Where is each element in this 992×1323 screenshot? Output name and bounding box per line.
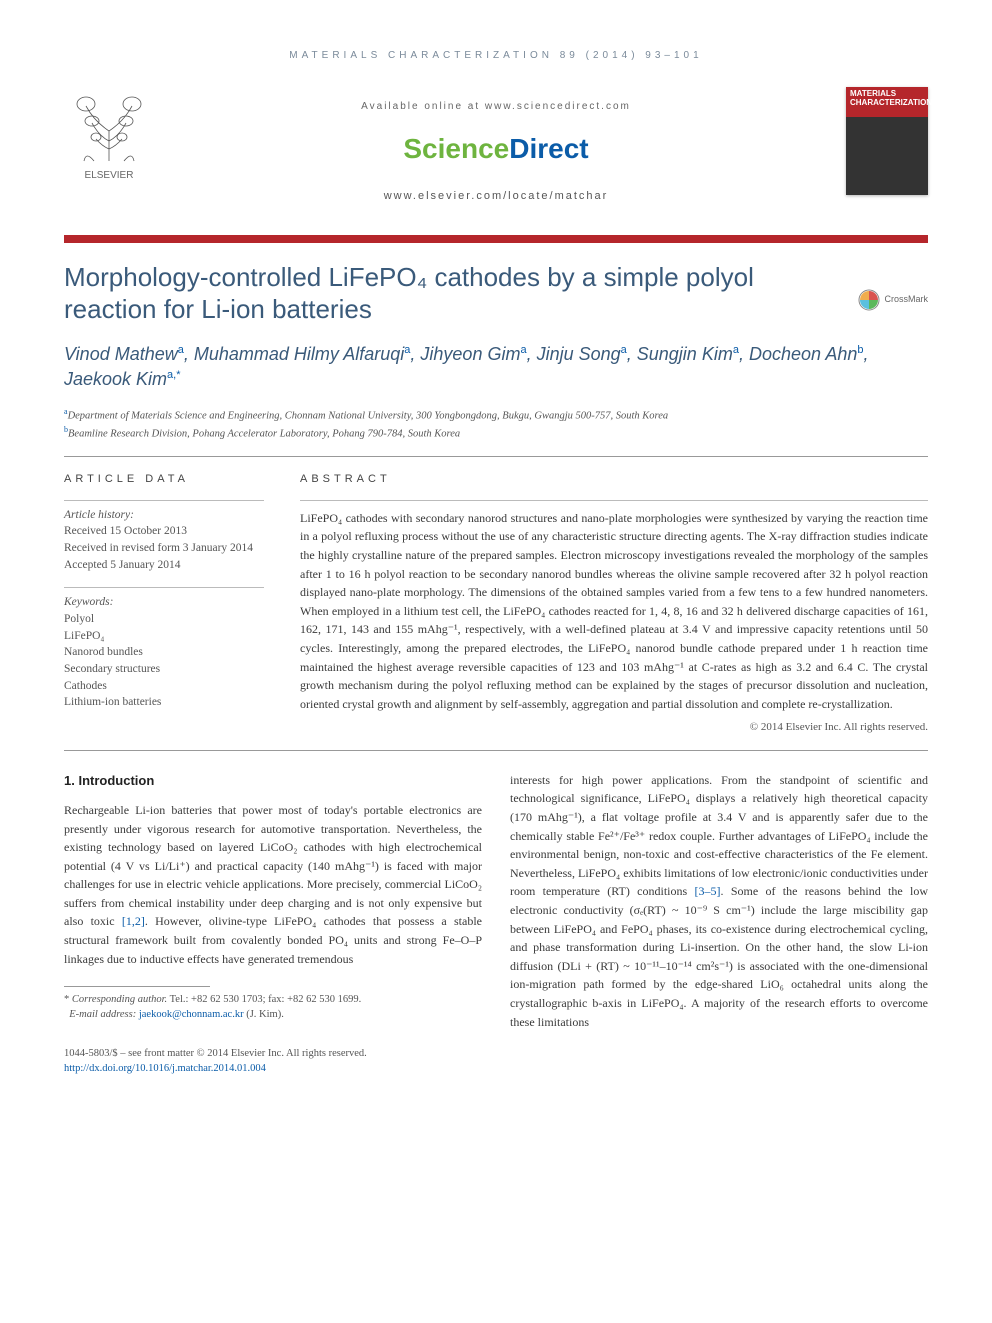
abstract-heading: ABSTRACT [300, 471, 928, 488]
journal-cover-title: MATERIALS CHARACTERIZATION [846, 87, 928, 111]
footer-copyright: 1044-5803/$ – see front matter © 2014 El… [64, 1047, 928, 1062]
author-list: Vinod Mathewa, Muhammad Hilmy Alfaruqia,… [64, 342, 928, 392]
journal-header: ELSEVIER MATERIALS CHARACTERIZATION Avai… [64, 91, 928, 223]
keywords-label: Keywords: [64, 594, 264, 611]
sd-direct: Direct [509, 133, 588, 164]
footnote-rule [64, 986, 210, 987]
history-label: Article history: [64, 507, 264, 524]
intro-para-right: interests for high power applications. F… [510, 771, 928, 1031]
affiliations: aDepartment of Materials Science and Eng… [64, 406, 928, 442]
elsevier-tree-icon [64, 91, 154, 166]
available-online-text: Available online at www.sciencedirect.co… [164, 99, 828, 114]
red-divider-bar [64, 235, 928, 243]
elsevier-label: ELSEVIER [64, 168, 154, 183]
keyword: Polyol [64, 611, 264, 628]
intro-para-left: Rechargeable Li-ion batteries that power… [64, 801, 482, 968]
keyword: Lithium-ion batteries [64, 694, 264, 711]
abstract-copyright: © 2014 Elsevier Inc. All rights reserved… [300, 719, 928, 736]
crossmark-icon [858, 289, 880, 311]
rule-above-abstract [64, 456, 928, 457]
crossmark-badge[interactable]: CrossMark [858, 289, 928, 311]
body-columns: 1. Introduction Rechargeable Li-ion batt… [64, 771, 928, 1031]
corresponding-author-footnote: * Corresponding author. Tel.: +82 62 530… [64, 993, 482, 1022]
keyword: Cathodes [64, 678, 264, 695]
abstract-column: ABSTRACT LiFePO₄ cathodes with secondary… [300, 471, 928, 736]
footnote-email-who: (J. Kim). [246, 1009, 284, 1020]
article-data-column: ARTICLE DATA Article history: Received 1… [64, 471, 264, 736]
journal-url[interactable]: www.elsevier.com/locate/matchar [164, 188, 828, 205]
article-data-heading: ARTICLE DATA [64, 471, 264, 488]
body-col-left: 1. Introduction Rechargeable Li-ion batt… [64, 771, 482, 1031]
footer-meta: 1044-5803/$ – see front matter © 2014 El… [64, 1047, 928, 1076]
sd-science: Science [403, 133, 509, 164]
footnote-tel: Tel.: +82 62 530 1703; fax: +82 62 530 1… [170, 994, 362, 1005]
keyword: LiFePO₄ [64, 628, 264, 645]
footnote-mark: * [64, 994, 69, 1005]
running-head: MATERIALS CHARACTERIZATION 89 (2014) 93–… [64, 48, 928, 63]
body-col-right: interests for high power applications. F… [510, 771, 928, 1031]
ref-link-1-2[interactable]: [1,2] [122, 914, 145, 928]
rule-below-abstract [64, 750, 928, 751]
corresponding-email-link[interactable]: jaekook@chonnam.ac.kr [139, 1009, 244, 1020]
history-line: Accepted 5 January 2014 [64, 557, 264, 574]
elsevier-logo: ELSEVIER [64, 91, 154, 191]
history-line: Received in revised form 3 January 2014 [64, 540, 264, 557]
section-1-heading: 1. Introduction [64, 771, 482, 791]
sciencedirect-logo[interactable]: ScienceDirect [164, 128, 828, 170]
abstract-text: LiFePO₄ cathodes with secondary nanorod … [300, 509, 928, 714]
ref-link-3-5[interactable]: [3–5] [695, 884, 721, 898]
article-history-block: Article history: Received 15 October 201… [64, 500, 264, 574]
keyword: Nanorod bundles [64, 644, 264, 661]
history-line: Received 15 October 2013 [64, 523, 264, 540]
keyword: Secondary structures [64, 661, 264, 678]
journal-cover-thumbnail: MATERIALS CHARACTERIZATION [846, 87, 928, 195]
footnote-label: Corresponding author. [72, 994, 167, 1005]
article-title: Morphology-controlled LiFePO₄ cathodes b… [64, 261, 858, 326]
keywords-block: Keywords: PolyolLiFePO₄Nanorod bundlesSe… [64, 587, 264, 711]
crossmark-label: CrossMark [884, 293, 928, 307]
doi-link[interactable]: http://dx.doi.org/10.1016/j.matchar.2014… [64, 1063, 266, 1074]
footnote-email-label: E-mail address: [69, 1009, 136, 1020]
